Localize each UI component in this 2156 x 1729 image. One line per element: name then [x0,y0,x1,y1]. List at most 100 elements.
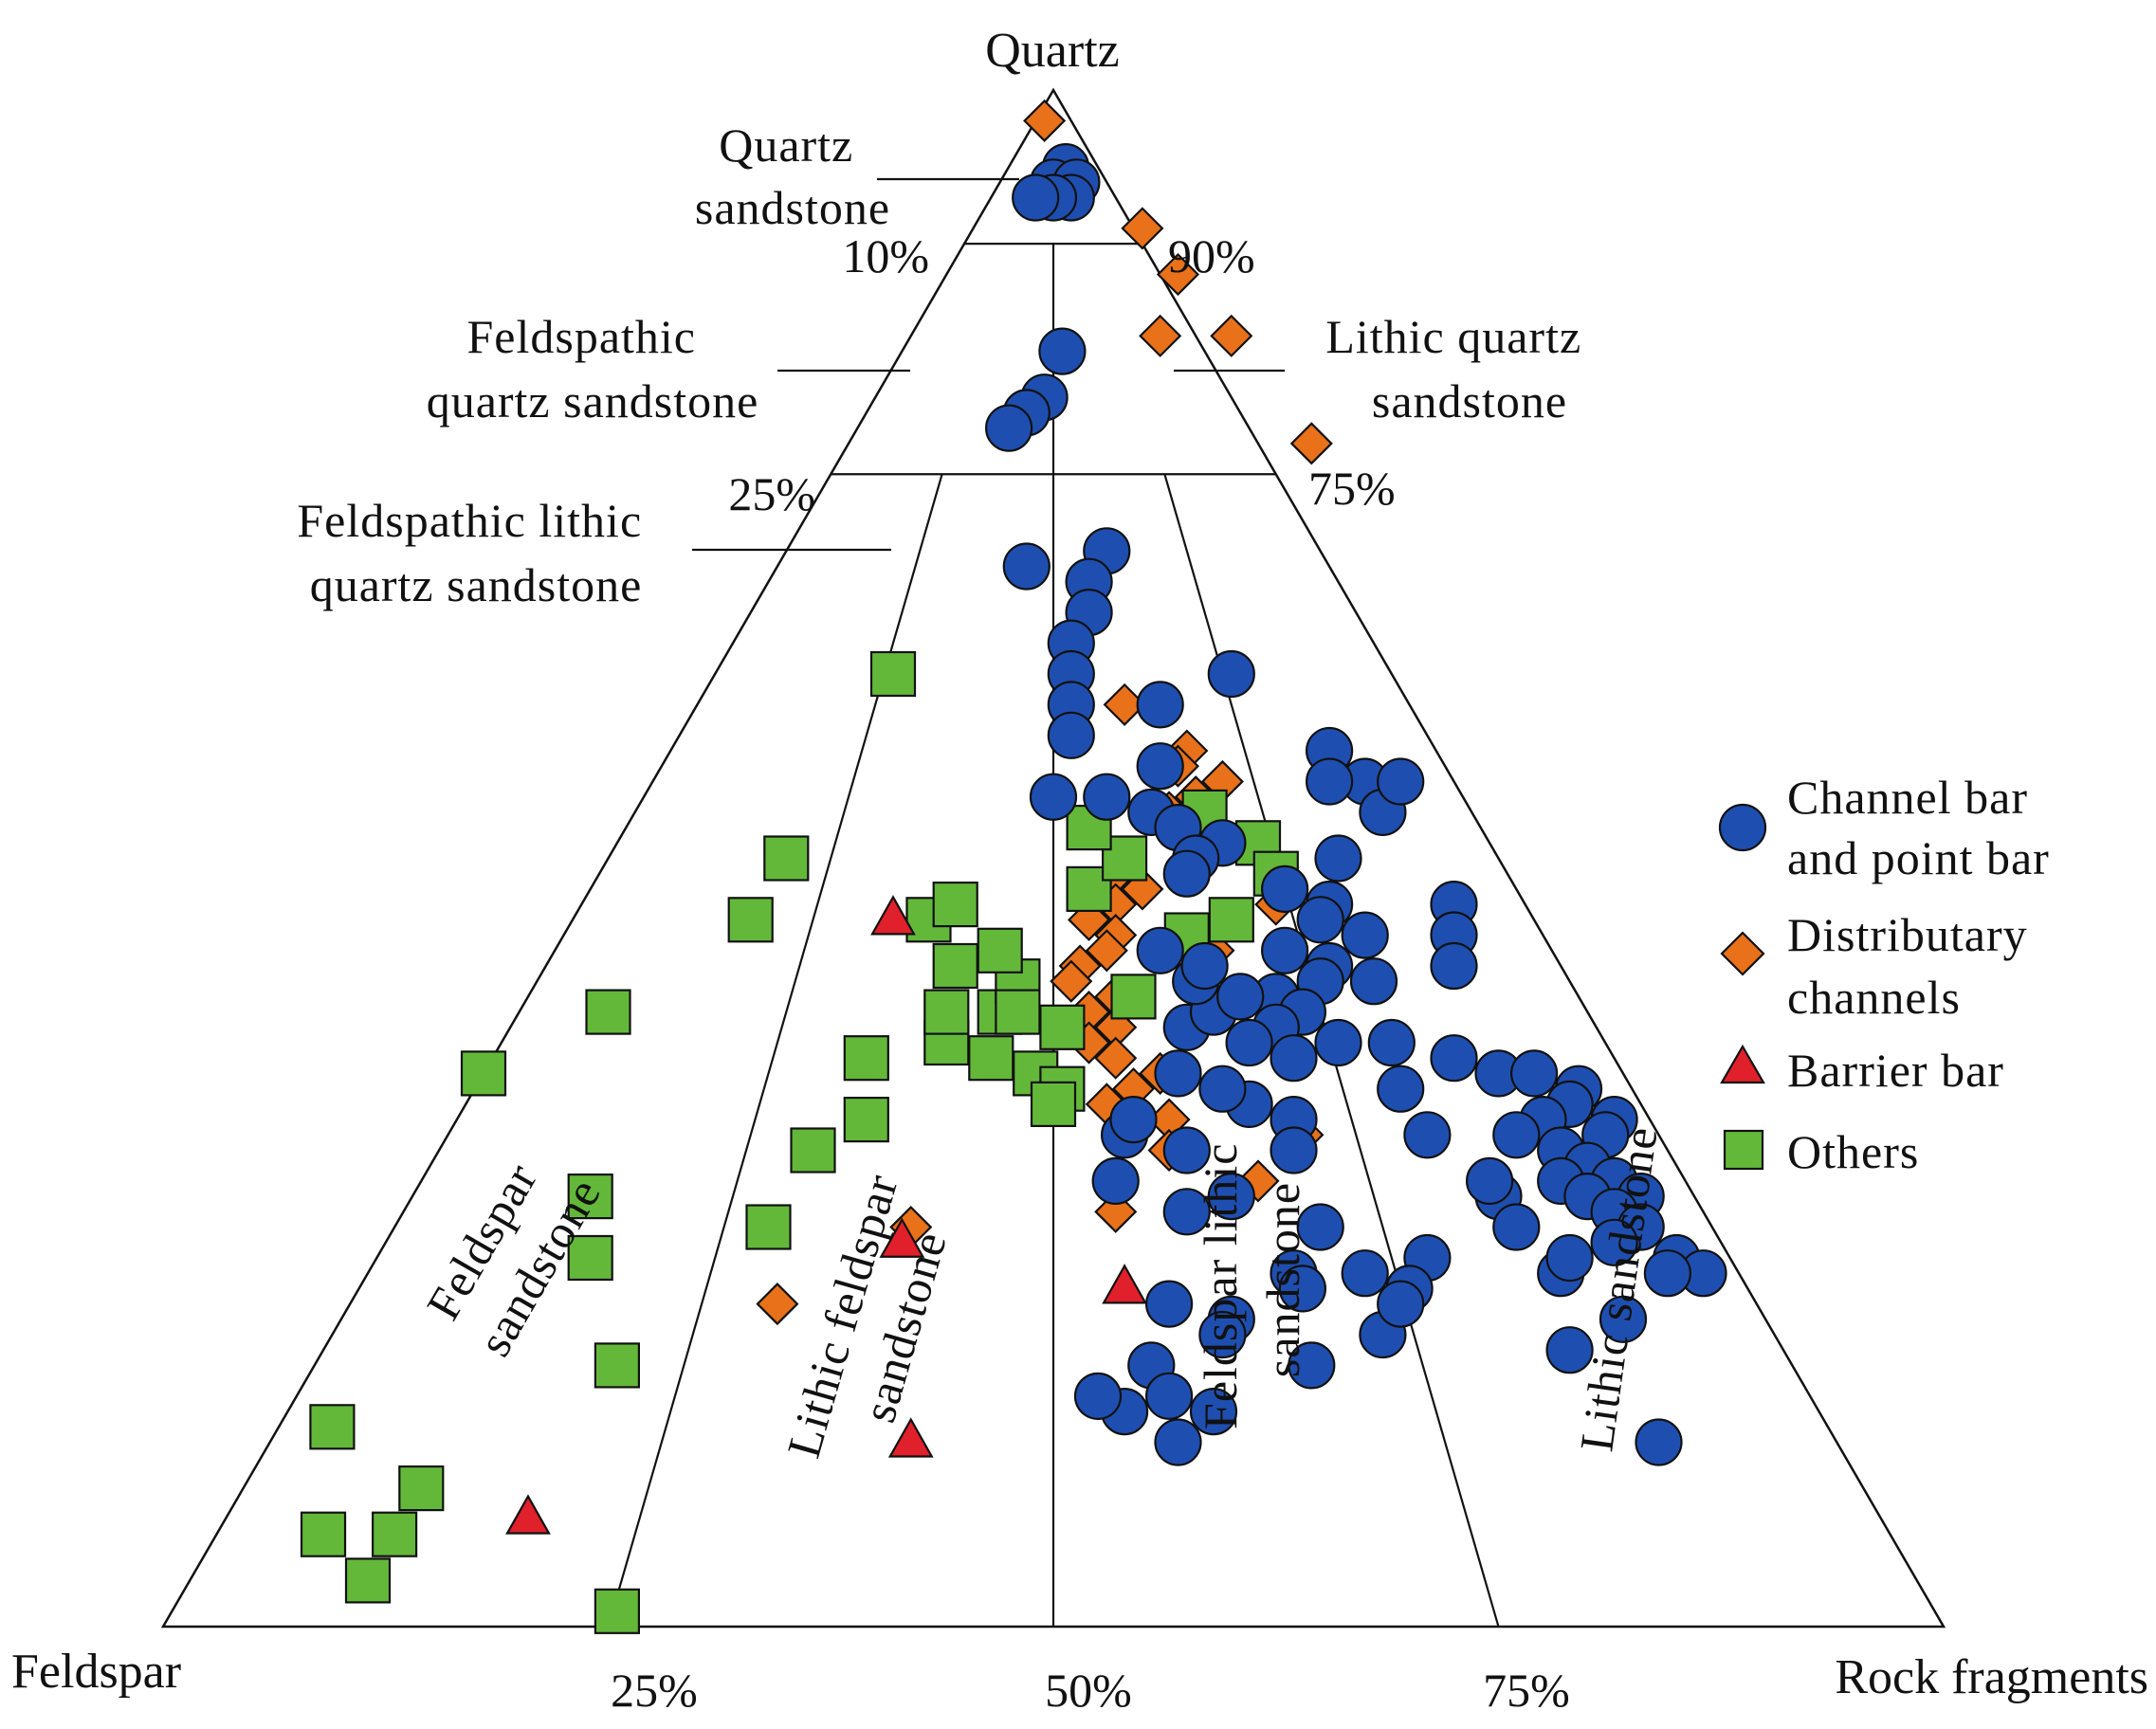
point-channel-bar-and-point-bar-86 [1162,1126,1211,1174]
point-others-32 [1030,1081,1077,1128]
tick-left-25: 25% [728,467,815,520]
tick-base-50: 50% [1045,1664,1132,1717]
point-channel-bar-and-point-bar-76 [1198,1065,1247,1113]
point-others-39 [344,1557,392,1604]
region-lithic-quartz-sandstone: Lithic quartz sandstone [1325,310,1594,428]
point-channel-bar-and-point-bar-103 [1545,1326,1594,1374]
point-others-0 [869,650,917,698]
data-points [300,99,1727,1634]
point-channel-bar-and-point-bar-98 [1465,1156,1514,1206]
point-channel-bar-and-point-bar-6 [1038,327,1087,375]
point-channel-bar-and-point-bar-41 [1260,926,1309,974]
point-channel-bar-and-point-bar-40 [1341,911,1389,959]
point-channel-bar-and-point-bar-37 [1260,864,1309,914]
point-barrier-bar-1 [879,1217,925,1258]
point-channel-bar-and-point-bar-88 [1091,1156,1140,1206]
legend-label-distributary-channels: Distributary channels [1787,908,2040,1024]
point-channel-bar-and-point-bar-79 [1225,1018,1273,1067]
point-channel-bar-and-point-bar-25 [1305,757,1354,806]
point-channel-bar-and-point-bar-114 [1377,1065,1425,1113]
region-feldspar-lithic-sandstone: Feldspar lithic sandstone [1194,1130,1309,1429]
point-channel-bar-and-point-bar-10 [1002,542,1051,591]
legend-label-channel-bar: Channel bar and point bar [1787,771,2050,884]
point-others-9 [790,1127,836,1174]
apex-label-feldspar: Feldspar [11,1645,181,1699]
point-others-5 [567,1173,613,1220]
point-others-6 [567,1234,613,1282]
point-channel-bar-and-point-bar-52 [1509,1049,1559,1098]
point-channel-bar-and-point-bar-70 [1643,1249,1692,1298]
point-channel-bar-and-point-bar-84 [1180,941,1229,991]
point-channel-bar-and-point-bar-21 [1029,773,1078,821]
point-channel-bar-and-point-bar-26 [1377,757,1425,806]
point-others-11 [843,1035,889,1082]
point-others-37 [372,1511,418,1557]
label-leader-lines [692,177,1285,552]
point-others-8 [745,1204,792,1250]
point-channel-bar-and-point-bar-30 [1430,941,1478,991]
point-channel-bar-and-point-bar-58 [1492,1111,1541,1159]
tick-left-10: 10% [842,229,929,282]
triangle-frame [160,87,1946,1629]
point-others-2 [727,897,774,943]
point-channel-bar-and-point-bar-9 [984,404,1033,452]
point-channel-bar-and-point-bar-115 [1162,1188,1211,1236]
point-channel-bar-and-point-bar-104 [1599,1295,1648,1343]
point-channel-bar-and-point-bar-105 [1635,1418,1683,1466]
point-channel-bar-and-point-bar-73 [1403,1111,1452,1159]
point-channel-bar-and-point-bar-90 [1109,1095,1158,1144]
point-channel-bar-and-point-bar-31 [1083,773,1131,821]
legend-marker-channel-bar [1718,803,1767,852]
legend-label-others: Others [1787,1125,1919,1178]
point-distributary-channels-22 [1050,959,1093,1003]
apex-label-quartz: Quartz [985,24,1119,78]
point-others-33 [968,1035,1014,1082]
point-channel-bar-and-point-bar-27 [1314,834,1362,883]
legend-marker-barrier-bar [1720,1044,1765,1084]
point-channel-bar-and-point-bar-117 [1207,1172,1255,1221]
point-channel-bar-and-point-bar-82 [1216,973,1265,1021]
region-lithic-feldspar-sandstone: Lithic feldspar sandstone [777,1156,972,1481]
point-channel-bar-and-point-bar-19 [1207,649,1255,699]
point-distributary-channels-27 [1094,1036,1138,1080]
point-channel-bar-and-point-bar-116 [1296,1203,1344,1251]
point-barrier-bar-3 [887,1417,934,1458]
point-channel-bar-and-point-bar-44 [1349,957,1398,1006]
point-distributary-channels-1 [1121,207,1164,250]
point-others-40 [594,1588,641,1634]
point-channel-bar-and-point-bar-20 [1136,742,1184,791]
point-others-15 [932,942,978,990]
apex-label-rock-fragments: Rock fragments [1835,1650,2148,1704]
point-channel-bar-and-point-bar-49 [1367,1018,1416,1067]
point-others-27 [1110,974,1157,1020]
tick-base-25: 25% [611,1664,698,1717]
point-distributary-channels-0 [1023,99,1067,142]
point-others-36 [300,1511,347,1557]
point-others-4 [460,1050,507,1097]
tick-right-75: 75% [1308,462,1396,515]
point-channel-bar-and-point-bar-107 [1073,1372,1123,1421]
legend-marker-distributary-channels [1720,931,1765,976]
point-others-29 [995,989,1041,1035]
legend: Channel bar and point bar Distributary c… [1718,771,2050,1178]
point-channel-bar-and-point-bar-85 [1136,926,1184,974]
point-channel-bar-and-point-bar-96 [1154,1418,1202,1466]
point-channel-bar-and-point-bar-94 [1144,1372,1194,1420]
point-channel-bar-and-point-bar-87 [1270,1126,1318,1174]
point-distributary-channels-3 [1139,314,1182,357]
point-others-35 [309,1404,356,1450]
point-channel-bar-and-point-bar-95 [1189,1387,1238,1436]
point-channel-bar-and-point-bar-113 [1341,1249,1389,1298]
point-others-34 [923,989,970,1035]
point-channel-bar-and-point-bar-110 [1278,1265,1327,1313]
point-others-28 [1039,1004,1086,1050]
legend-label-barrier-bar: Barrier bar [1787,1044,2004,1097]
point-channel-bar-and-point-bar-67 [1590,1218,1638,1266]
point-others-16 [977,927,1023,974]
point-others-7 [594,1342,641,1389]
point-channel-bar-and-point-bar-39 [1296,896,1344,944]
legend-marker-others [1723,1129,1764,1171]
point-channel-bar-and-point-bar-99 [1492,1203,1541,1251]
point-channel-bar-and-point-bar-108 [1288,1341,1336,1390]
